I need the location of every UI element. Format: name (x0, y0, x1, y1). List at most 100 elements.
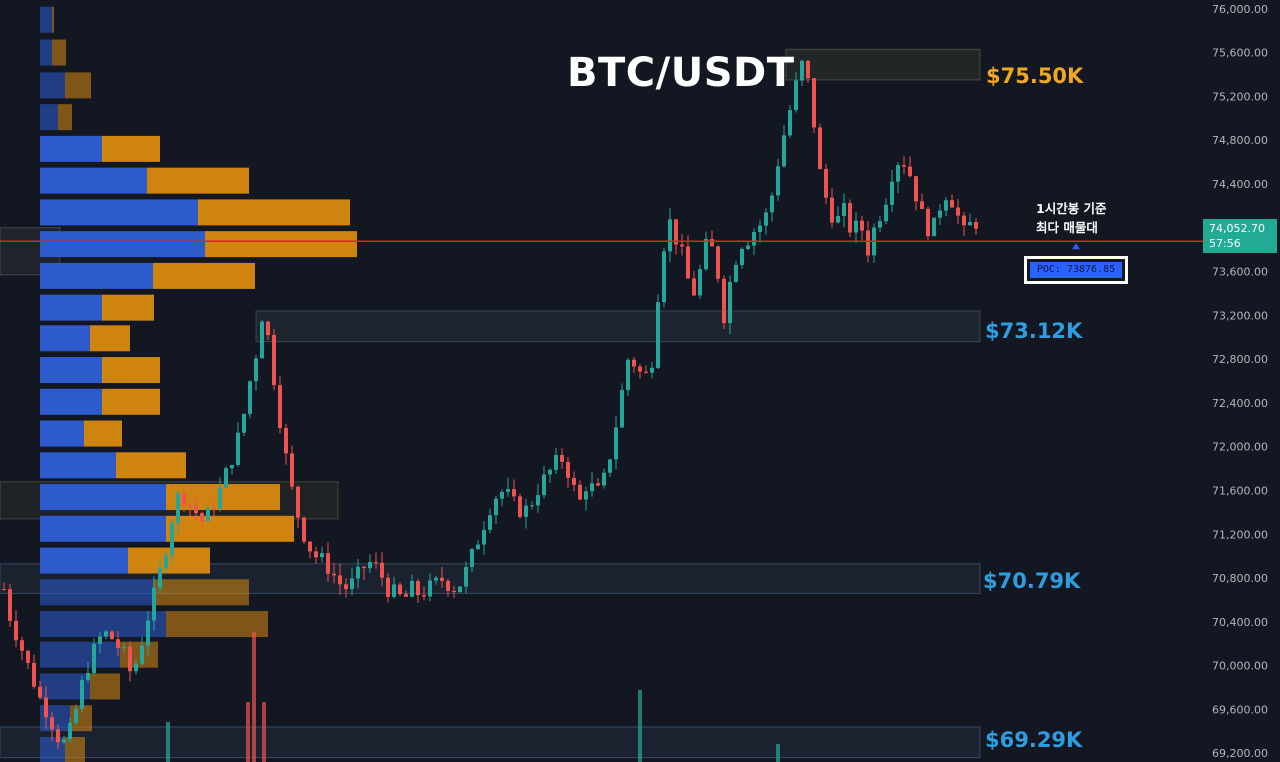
candle-body (440, 577, 444, 581)
candle-body (110, 631, 114, 640)
volume-profile-buy (40, 736, 65, 762)
volume-profile-buy (40, 452, 116, 479)
candle-body (908, 166, 912, 177)
candle-body (404, 594, 408, 597)
candle-body (218, 487, 222, 509)
candle-body (44, 697, 48, 718)
candle-body (722, 278, 726, 324)
candle-body (254, 358, 258, 382)
volume-profile-buy (40, 72, 65, 99)
candle-body (860, 220, 864, 231)
candle-body (512, 489, 516, 497)
y-tick-label: 72,400.00 (1212, 397, 1268, 410)
candle-body (572, 477, 576, 485)
candle-body (776, 166, 780, 196)
candle-body (248, 381, 252, 414)
last-price-value: 74,052.70 (1209, 222, 1265, 235)
candle-body (368, 562, 372, 569)
volume-profile-sell (102, 388, 160, 415)
candle-body (866, 230, 870, 256)
candle-body (26, 650, 30, 663)
volume-bar (252, 632, 256, 762)
candle-body (596, 483, 600, 486)
poc-annotation: 1시간봉 기준 최다 매물대 (1036, 199, 1107, 237)
candle-body (20, 640, 24, 651)
candle-body (590, 483, 594, 492)
candle-body (926, 208, 930, 237)
candle-body (2, 589, 6, 591)
candle-body (836, 215, 840, 223)
candle-body (158, 568, 162, 588)
y-tick-label: 73,200.00 (1212, 309, 1268, 322)
y-tick-label: 70,000.00 (1212, 660, 1268, 673)
poc-annotation-line1: 1시간봉 기준 (1036, 201, 1107, 216)
candle-body (890, 181, 894, 205)
volume-profile-sell (153, 579, 249, 606)
countdown-timer: 57:56 (1209, 237, 1241, 250)
poc-annotation-line2: 최다 매물대 (1036, 220, 1098, 235)
candle-body (950, 200, 954, 208)
candle-body (80, 680, 84, 709)
candle-body (878, 221, 882, 228)
volume-profile-buy (40, 484, 166, 511)
candle-body (716, 246, 720, 279)
candle-body (308, 541, 312, 552)
candle-body (542, 474, 546, 496)
candle-body (236, 432, 240, 465)
candle-body (956, 207, 960, 216)
candle-body (842, 203, 846, 216)
y-tick-label: 69,600.00 (1212, 703, 1268, 716)
candle-body (788, 110, 792, 136)
volume-profile-buy (40, 357, 102, 384)
candle-body (500, 491, 504, 499)
candle-body (854, 220, 858, 233)
candle-body (506, 489, 510, 492)
volume-profile-buy (40, 6, 52, 33)
candle-body (818, 127, 822, 170)
candle-body (476, 544, 480, 550)
volume-profile-sell (166, 515, 294, 542)
candle-body (200, 513, 204, 522)
candle-body (530, 505, 534, 507)
candle-body (674, 219, 678, 245)
volume-profile-sell (102, 135, 160, 162)
candle-body (656, 302, 660, 368)
candle-body (50, 717, 54, 730)
candle-body (644, 371, 648, 373)
candle-body (128, 646, 132, 672)
candle-body (482, 529, 486, 545)
candle-body (710, 239, 714, 247)
candle-body (896, 165, 900, 182)
level-label-69290: $69.29K (985, 728, 1083, 752)
candle-body (188, 504, 192, 506)
candle-body (74, 708, 78, 723)
candle-body (962, 215, 966, 226)
candle-body (746, 245, 750, 250)
candle-body (548, 469, 552, 475)
candle-body (800, 60, 804, 81)
candle-body (86, 673, 90, 681)
candle-body (650, 367, 654, 373)
candle-body (356, 566, 360, 579)
candle-body (764, 212, 768, 226)
candle-body (398, 584, 402, 595)
candle-body (290, 453, 294, 487)
volume-profile-sell (102, 294, 154, 321)
volume-profile-buy (40, 515, 166, 542)
candle-body (362, 566, 366, 569)
candle-body (494, 498, 498, 516)
candle-body (902, 165, 906, 167)
candle-body (164, 554, 168, 569)
volume-profile-sell (128, 547, 210, 574)
candle-body (620, 389, 624, 428)
candle-body (614, 427, 618, 460)
candle-body (662, 251, 666, 303)
y-tick-label: 72,800.00 (1212, 353, 1268, 366)
volume-profile-sell (90, 673, 120, 700)
candle-body (848, 203, 852, 233)
candle-body (224, 468, 228, 488)
volume-profile-sell (116, 452, 186, 479)
volume-profile-sell (52, 39, 66, 66)
